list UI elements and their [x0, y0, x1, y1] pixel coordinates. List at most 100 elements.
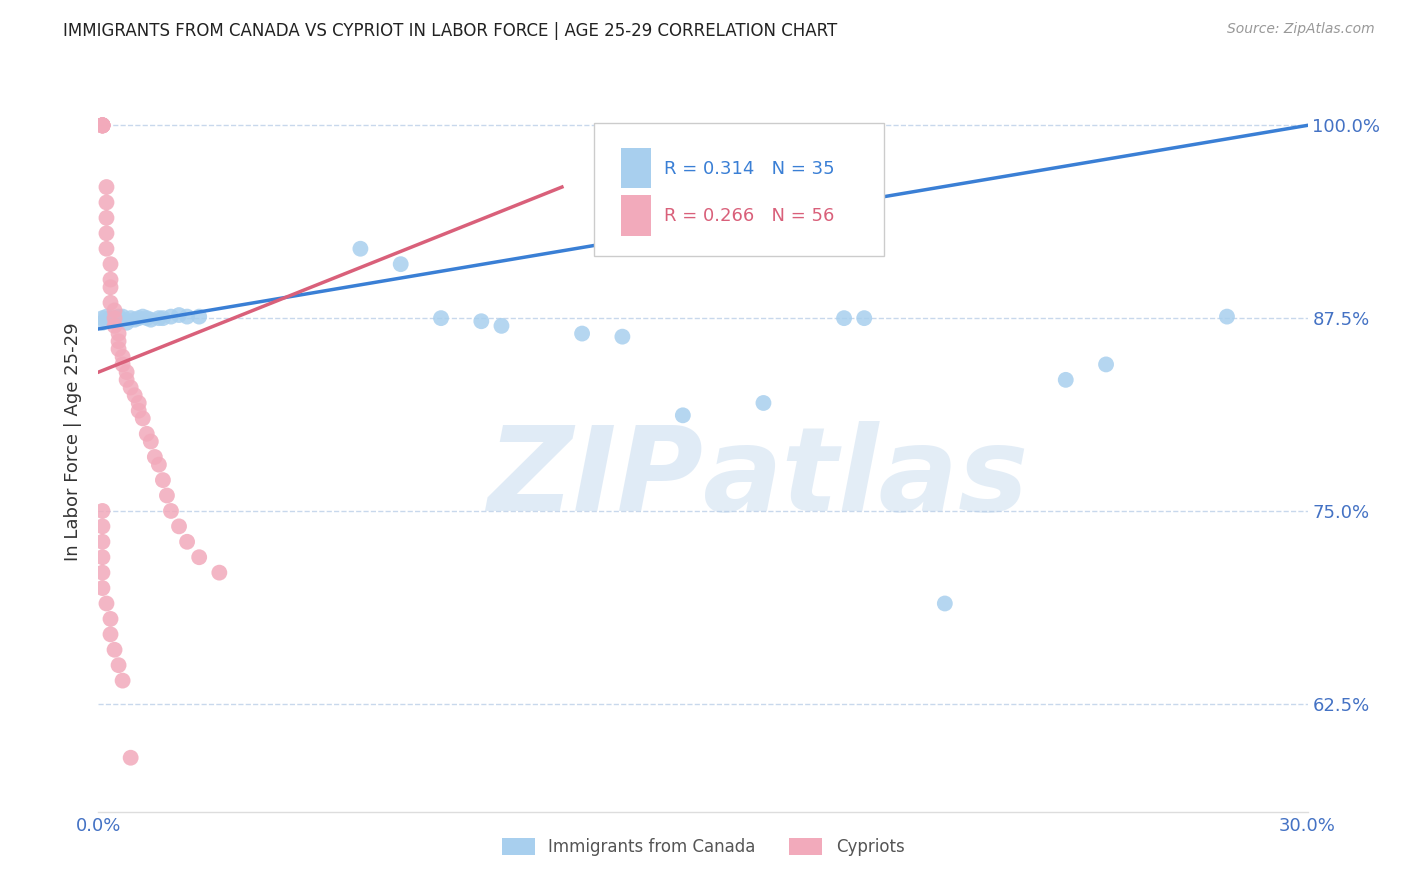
Point — [96, 597, 118, 611]
Point — [143, 450, 166, 464]
Point — [1054, 373, 1077, 387]
Point — [91, 119, 114, 133]
Point — [115, 365, 138, 379]
FancyBboxPatch shape — [595, 123, 884, 257]
Point — [128, 311, 150, 326]
Point — [139, 434, 162, 449]
Point — [208, 566, 231, 580]
Bar — [621, 195, 651, 235]
Point — [152, 473, 174, 487]
Point — [167, 519, 190, 533]
Point — [430, 311, 453, 326]
Point — [853, 311, 876, 326]
Point — [752, 396, 775, 410]
Point — [96, 195, 118, 210]
Point — [103, 642, 125, 657]
Point — [96, 180, 118, 194]
Point — [148, 458, 170, 472]
Point — [135, 426, 157, 441]
Point — [91, 534, 114, 549]
Point — [120, 311, 142, 326]
Point — [176, 310, 198, 324]
Legend: Immigrants from Canada, Cypriots: Immigrants from Canada, Cypriots — [495, 831, 911, 863]
Point — [107, 342, 129, 356]
Point — [156, 489, 179, 503]
Point — [349, 242, 371, 256]
Point — [188, 550, 211, 565]
Point — [103, 311, 125, 326]
Point — [96, 227, 118, 241]
Point — [167, 308, 190, 322]
Point — [91, 119, 114, 133]
Point — [91, 566, 114, 580]
Point — [91, 119, 114, 133]
Point — [120, 750, 142, 764]
Point — [111, 673, 134, 688]
Point — [160, 504, 183, 518]
Text: ZIP: ZIP — [486, 421, 703, 536]
Point — [672, 409, 695, 423]
Point — [934, 597, 956, 611]
Point — [91, 504, 114, 518]
Point — [491, 318, 513, 333]
Point — [132, 310, 155, 324]
Point — [115, 373, 138, 387]
Point — [91, 550, 114, 565]
Point — [91, 119, 114, 133]
Point — [100, 612, 122, 626]
Point — [188, 310, 211, 324]
Point — [91, 119, 114, 133]
Point — [107, 310, 129, 324]
Point — [139, 312, 162, 326]
Text: R = 0.266   N = 56: R = 0.266 N = 56 — [664, 208, 835, 226]
Point — [107, 658, 129, 673]
Point — [1216, 310, 1239, 324]
Point — [124, 388, 146, 402]
Text: IMMIGRANTS FROM CANADA VS CYPRIOT IN LABOR FORCE | AGE 25-29 CORRELATION CHART: IMMIGRANTS FROM CANADA VS CYPRIOT IN LAB… — [63, 22, 838, 40]
Y-axis label: In Labor Force | Age 25-29: In Labor Force | Age 25-29 — [65, 322, 83, 561]
Point — [470, 314, 492, 328]
Point — [91, 519, 114, 533]
Text: R = 0.314   N = 35: R = 0.314 N = 35 — [664, 160, 835, 178]
Point — [91, 119, 114, 133]
Point — [96, 211, 118, 225]
Point — [103, 318, 125, 333]
Point — [96, 242, 118, 256]
Point — [91, 311, 114, 326]
Point — [100, 311, 122, 326]
Point — [107, 334, 129, 349]
Point — [111, 350, 134, 364]
Point — [107, 326, 129, 341]
Point — [100, 272, 122, 286]
Point — [120, 380, 142, 394]
Point — [91, 119, 114, 133]
Point — [389, 257, 412, 271]
Point — [571, 326, 593, 341]
Point — [111, 358, 134, 372]
Point — [96, 310, 118, 324]
Text: Source: ZipAtlas.com: Source: ZipAtlas.com — [1227, 22, 1375, 37]
Point — [160, 310, 183, 324]
Point — [124, 312, 146, 326]
Point — [176, 534, 198, 549]
Point — [612, 329, 634, 343]
Point — [100, 280, 122, 294]
Point — [135, 311, 157, 326]
Point — [128, 403, 150, 417]
Point — [103, 303, 125, 318]
Point — [100, 295, 122, 310]
Point — [1095, 358, 1118, 372]
Point — [91, 119, 114, 133]
Point — [100, 627, 122, 641]
Point — [91, 316, 114, 330]
Point — [148, 311, 170, 326]
Point — [115, 316, 138, 330]
Text: atlas: atlas — [703, 421, 1029, 536]
Point — [128, 396, 150, 410]
Point — [111, 310, 134, 324]
Point — [832, 311, 855, 326]
Point — [91, 581, 114, 595]
Point — [152, 311, 174, 326]
Point — [100, 257, 122, 271]
Point — [103, 311, 125, 326]
